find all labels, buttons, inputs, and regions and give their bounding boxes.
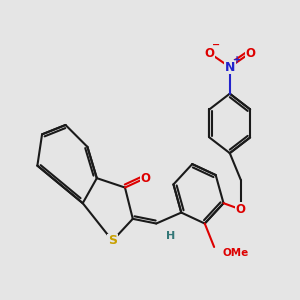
Text: OMe: OMe (223, 248, 249, 258)
Text: +: + (232, 55, 241, 65)
Text: −: − (212, 40, 220, 50)
Text: O: O (236, 204, 245, 214)
Text: O: O (236, 203, 246, 216)
Text: O: O (204, 46, 214, 59)
Text: N: N (225, 61, 235, 74)
Text: S: S (108, 234, 117, 247)
Text: O: O (245, 46, 255, 59)
Text: O: O (140, 172, 150, 185)
Text: H: H (166, 231, 175, 241)
